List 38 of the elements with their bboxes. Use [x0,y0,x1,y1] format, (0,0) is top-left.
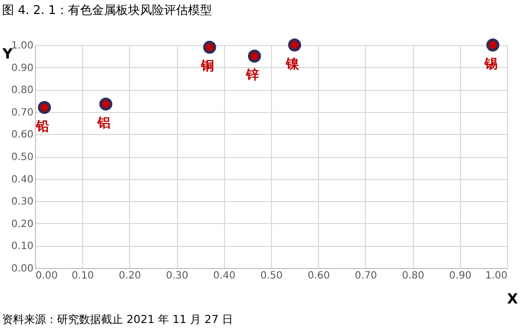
annotation: 锡 [483,57,498,72]
point [99,98,112,111]
y-tick-label: 0.60 [11,130,34,141]
x-tick-label: 1.00 [485,270,508,282]
point [486,38,500,52]
x-tick-label: 0.20 [118,270,142,282]
x-tick-label: 0.00 [36,270,58,282]
y-tick-label: 1.00 [11,40,34,52]
point [38,100,51,114]
x-tick-label: 0.30 [166,270,188,282]
x-tick-label: 0.90 [449,270,472,282]
y-tick-label: 0.30 [11,196,34,208]
chart-title: 图 4. 2. 1：有色金属板块风险评估模型 [2,3,212,17]
y-tick-label: 0.80 [11,85,34,96]
point [203,40,216,54]
y-tick-label: 0.70 [11,107,34,118]
x-tick-label: 0.70 [354,270,378,282]
annotation: 铜 [200,59,214,74]
x-tick-label: 0.10 [72,270,94,282]
y-tick-label: 0.10 [11,241,34,252]
y-tick-label: 0.00 [11,264,34,274]
x-tick-label: 0.80 [402,270,424,282]
annotation: 铅 [34,119,49,134]
x-tick-label: 0.50 [260,270,283,282]
x-axis-title: X [507,292,518,308]
text: 资料来源：研究数据截止 2021 年 11 月 27 日 [2,313,233,326]
x-tick-label: 0.40 [213,270,236,282]
annotation: 镍 [285,57,300,72]
y-tick-label: 0.50 [11,152,34,163]
point [248,50,261,63]
x-tick-label: 0.60 [308,270,330,282]
annotation: 锌 [244,67,259,84]
y-tick-label: 0.90 [11,62,34,74]
y-axis-title: Y [1,46,14,62]
y-tick-label: 0.20 [11,218,34,230]
point [288,38,302,52]
annotation: 铝 [96,116,110,132]
y-tick-label: 0.40 [11,174,34,186]
